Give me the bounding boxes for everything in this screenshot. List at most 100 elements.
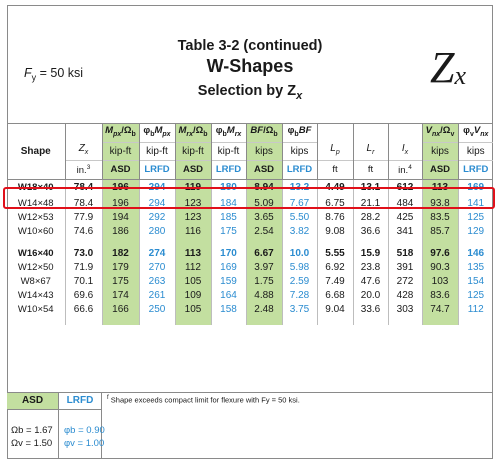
omega-values: Ωb = 1.67 Ωv = 1.50 <box>11 424 53 450</box>
shape-cell: W8×67 <box>20 275 51 287</box>
bf-lrfd-cell: 10.0 <box>281 246 317 261</box>
vnx-lrfd-cell: 135 <box>457 260 493 275</box>
lp-cell: 9.08 <box>316 224 353 239</box>
lp-cell: 6.68 <box>316 288 353 303</box>
bf-lrfd-cell: 7.28 <box>281 288 317 303</box>
vnx-asd-cell: 97.6 <box>421 246 458 261</box>
ix-cell: 303 <box>387 302 422 317</box>
mrx-asd-cell: 123 <box>174 210 211 225</box>
mpx-asd-cell: 186 <box>101 224 139 239</box>
mrx-lrfd-cell: 175 <box>210 224 246 239</box>
unit-cell: ft <box>316 160 353 180</box>
legend-footer: ASD LRFD Ωb = 1.67 Ωv = 1.50 φb = 0.90 φ… <box>7 392 493 460</box>
selection-table: Mpx/Ωb φbMpx Mrx/Ωb φbMrx BF/Ωb φbBF Vnx… <box>7 123 493 325</box>
mpx-lrfd-cell: 250 <box>138 302 175 317</box>
group-spacer <box>7 238 493 247</box>
header-mpx-lrfd: φbMpx <box>138 123 175 143</box>
header-row-1: Mpx/Ωb φbMpx Mrx/Ωb φbMrx BF/Ωb φbBF Vnx… <box>7 123 493 143</box>
vnx-lrfd-cell: 154 <box>457 274 493 289</box>
footer-lrfd: LRFD <box>59 393 102 409</box>
table-row: W12×50 71.9 179 270 112 169 3.97 5.98 6.92 23.8 39… <box>7 260 493 275</box>
ix-cell: 428 <box>387 288 422 303</box>
mpx-asd-cell: 175 <box>101 274 139 289</box>
title-block: Fy = 50 ksi Table 3-2 (continued) W-Shap… <box>0 0 500 118</box>
zx-cell: 69.6 <box>64 288 102 303</box>
table-row: W10×54 66.6 166 250 105 158 2.48 3.75 9.04 33.6 30… <box>7 302 493 317</box>
header-ix: Ix <box>387 142 422 161</box>
unit-cell: kips <box>457 141 493 161</box>
zx-cell: 74.6 <box>64 224 102 239</box>
bf-asd-cell: 1.75 <box>245 274 282 289</box>
asd-label: ASD <box>421 160 458 180</box>
vnx-asd-cell: 85.7 <box>421 224 458 239</box>
omega-v: Ωv = 1.50 <box>11 438 53 449</box>
mrx-asd-cell: 105 <box>174 302 211 317</box>
header-mpx-asd: Mpx/Ωb <box>101 123 139 143</box>
mrx-lrfd-cell: 164 <box>210 288 246 303</box>
ix-cell: 272 <box>387 274 422 289</box>
footer-asd: ASD <box>7 393 59 409</box>
shape-cell: W14×43 <box>17 289 54 301</box>
header-lr: Lr <box>352 142 388 161</box>
ix-cell: 341 <box>387 224 422 239</box>
header-row-2: Shape Zx kip-ft kip-ft kip-ft kip-ft kip… <box>7 141 493 161</box>
asd-label: ASD <box>174 160 211 180</box>
mrx-asd-cell: 112 <box>174 260 211 275</box>
unit-cell: in.4 <box>387 160 422 180</box>
lp-cell: 5.55 <box>316 246 353 261</box>
mrx-lrfd-cell: 158 <box>210 302 246 317</box>
footer-divider <box>101 409 102 459</box>
phi-v: φv = 1.00 <box>64 438 105 449</box>
ix-cell: 391 <box>387 260 422 275</box>
header-zx: Zx <box>64 142 102 161</box>
unit-cell: kip-ft <box>174 141 211 161</box>
mpx-lrfd-cell: 280 <box>138 224 175 239</box>
asd-label: ASD <box>101 160 139 180</box>
mpx-asd-cell: 182 <box>101 246 139 261</box>
table-subtitle: Selection by Zx <box>197 83 303 102</box>
header-mrx-asd: Mrx/Ωb <box>174 123 211 143</box>
shape-cell: W12×53 <box>17 211 54 223</box>
lrfd-label: LRFD <box>210 160 246 180</box>
mrx-asd-cell: 113 <box>174 246 211 261</box>
footnote: f Shape exceeds compact limit for flexur… <box>107 395 300 405</box>
mpx-asd-cell: 166 <box>101 302 139 317</box>
mpx-asd-cell: 194 <box>101 210 139 225</box>
lr-cell: 15.9 <box>352 246 388 261</box>
zx-cell: 66.6 <box>64 302 102 317</box>
phi-values: φb = 0.90 φv = 1.00 <box>64 424 105 450</box>
lrfd-label: LRFD <box>138 160 175 180</box>
mpx-lrfd-cell: 263 <box>138 274 175 289</box>
header-bf-lrfd: φbBF <box>281 123 317 143</box>
bf-lrfd-cell: 3.82 <box>281 224 317 239</box>
vnx-lrfd-cell: 129 <box>457 224 493 239</box>
ix-cell: 425 <box>387 210 422 225</box>
header-lp: Lp <box>316 142 353 161</box>
unit-cell: kip-ft <box>101 141 139 161</box>
header-bf-asd: BF/Ωb <box>245 123 282 143</box>
unit-cell: in.3 <box>64 160 102 180</box>
bf-lrfd-cell: 5.50 <box>281 210 317 225</box>
table-row: W12×53 77.9 194 292 123 185 3.65 5.50 8.76 28.2 42… <box>7 210 493 225</box>
mrx-lrfd-cell: 170 <box>210 246 246 261</box>
bf-lrfd-cell: 3.75 <box>281 302 317 317</box>
shape-cell: W12×50 <box>17 261 54 273</box>
table-end-spacer <box>7 316 493 325</box>
vnx-lrfd-cell: 146 <box>457 246 493 261</box>
table-row: W8×67 70.1 175 263 105 159 1.75 2.59 7.49 47.6 272… <box>7 274 493 289</box>
header-vnx-asd: Vnx/Ωv <box>421 123 458 143</box>
table-row: W14×43 69.6 174 261 109 164 4.88 7.28 6.68 20.0 42… <box>7 288 493 303</box>
shape-cell: W14×48 <box>17 197 54 209</box>
vnx-asd-cell: 83.5 <box>421 210 458 225</box>
vnx-asd-cell: 90.3 <box>421 260 458 275</box>
unit-cell: kip-ft <box>210 141 246 161</box>
mrx-lrfd-cell: 169 <box>210 260 246 275</box>
mrx-asd-cell: 105 <box>174 274 211 289</box>
header-shape: Shape <box>20 145 51 157</box>
omega-b: Ωb = 1.67 <box>11 425 53 436</box>
asd-label: ASD <box>245 160 282 180</box>
row-highlight-w18x40 <box>3 187 495 209</box>
lr-cell: 36.6 <box>352 224 388 239</box>
lp-cell: 7.49 <box>316 274 353 289</box>
bf-lrfd-cell: 2.59 <box>281 274 317 289</box>
